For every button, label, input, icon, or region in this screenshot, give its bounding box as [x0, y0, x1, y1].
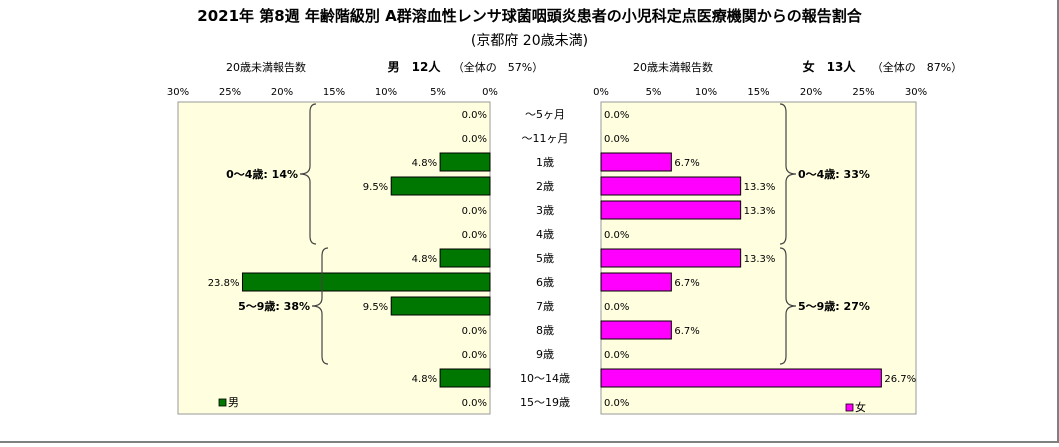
male-side-label: 20歳未満報告数 — [226, 61, 306, 74]
male-bar — [241, 272, 491, 292]
female-bar — [600, 368, 882, 388]
category-label: 15～19歳 — [520, 396, 570, 409]
male-bar — [390, 296, 491, 316]
male-legend-label: 男 — [228, 396, 239, 409]
female-data-label: 13.3% — [744, 254, 776, 265]
female-x-tick-label: 5% — [646, 87, 662, 98]
female-data-label: 6.7% — [674, 278, 699, 289]
category-label: ～11ヶ月 — [522, 132, 569, 145]
female-group-label: 0～4歳: 33% — [798, 167, 870, 181]
male-group-label: 0～4歳: 14% — [226, 167, 298, 181]
male-data-label: 0.0% — [462, 350, 487, 361]
female-x-tick-label: 25% — [852, 87, 874, 98]
male-plot-area — [177, 101, 491, 415]
female-data-label: 13.3% — [744, 206, 776, 217]
male-bar — [439, 248, 491, 268]
category-label: 8歳 — [536, 324, 554, 337]
female-legend-swatch — [845, 403, 854, 412]
male-bar — [390, 176, 491, 196]
female-bar — [600, 272, 672, 292]
male-data-label: 4.8% — [412, 374, 437, 385]
female-data-label: 0.0% — [604, 350, 629, 361]
male-data-label: 0.0% — [462, 230, 487, 241]
female-data-label: 26.7% — [884, 374, 916, 385]
frame-bottom-border — [0, 441, 1059, 443]
male-data-label: 0.0% — [462, 134, 487, 145]
category-label: 10～14歳 — [520, 372, 570, 385]
male-x-tick-label: 30% — [167, 87, 189, 98]
male-count-label: 男 12人 — [388, 59, 442, 74]
category-label: 1歳 — [536, 156, 554, 169]
female-data-label: 6.7% — [674, 326, 699, 337]
female-data-label: 0.0% — [604, 134, 629, 145]
category-label: 7歳 — [536, 300, 554, 313]
female-group-label: 5～9歳: 27% — [798, 299, 870, 313]
male-data-label: 0.0% — [462, 326, 487, 337]
male-group-brace — [311, 247, 329, 365]
female-x-tick-label: 0% — [593, 87, 609, 98]
female-count-label: 女 13人 — [803, 59, 857, 74]
male-data-label: 23.8% — [208, 278, 240, 289]
female-bar — [600, 248, 742, 268]
male-share-label: （全体の 57%） — [453, 60, 543, 74]
male-x-tick-label: 15% — [323, 87, 345, 98]
male-bar — [439, 368, 491, 388]
male-data-label: 9.5% — [363, 182, 388, 193]
male-data-label: 0.0% — [462, 110, 487, 121]
female-side-label: 20歳未満報告数 — [633, 61, 713, 74]
category-label: 6歳 — [536, 276, 554, 289]
female-bar — [600, 320, 672, 340]
male-x-tick-label: 0% — [482, 87, 498, 98]
frame-right-border — [1057, 0, 1059, 443]
male-data-label: 4.8% — [412, 158, 437, 169]
chart-subtitle: (京都府 20歳未満) — [471, 33, 588, 49]
female-bar — [600, 200, 742, 220]
category-label: 4歳 — [536, 228, 554, 241]
female-data-label: 0.0% — [604, 230, 629, 241]
category-label: 9歳 — [536, 348, 554, 361]
male-data-label: 0.0% — [462, 398, 487, 409]
male-data-label: 0.0% — [462, 206, 487, 217]
female-data-label: 0.0% — [604, 302, 629, 313]
category-label: ～5ヶ月 — [525, 108, 565, 121]
female-data-label: 13.3% — [744, 182, 776, 193]
female-x-tick-label: 10% — [695, 87, 717, 98]
male-legend-swatch — [218, 398, 227, 407]
female-x-tick-label: 15% — [747, 87, 769, 98]
male-x-tick-label: 25% — [219, 87, 241, 98]
female-data-label: 6.7% — [674, 158, 699, 169]
male-group-brace — [299, 103, 317, 245]
male-group-label: 5～9歳: 38% — [238, 299, 310, 313]
chart-title: 2021年 第8週 年齢階級別 A群溶血性レンサ球菌咽頭炎患者の小児科定点医療機… — [197, 7, 862, 25]
female-data-label: 0.0% — [604, 398, 629, 409]
category-label: 3歳 — [536, 204, 554, 217]
category-label: 5歳 — [536, 252, 554, 265]
category-label: 2歳 — [536, 180, 554, 193]
male-data-label: 9.5% — [363, 302, 388, 313]
female-group-brace — [779, 103, 797, 245]
male-x-tick-label: 20% — [271, 87, 293, 98]
female-x-tick-label: 30% — [905, 87, 927, 98]
male-bar — [439, 152, 491, 172]
female-x-tick-label: 20% — [800, 87, 822, 98]
female-data-label: 0.0% — [604, 110, 629, 121]
female-group-brace — [779, 247, 797, 365]
female-share-label: （全体の 87%） — [872, 60, 962, 74]
male-x-tick-label: 5% — [430, 87, 446, 98]
male-x-tick-label: 10% — [375, 87, 397, 98]
female-bar — [600, 152, 672, 172]
female-legend-label: 女 — [855, 400, 866, 414]
male-data-label: 4.8% — [412, 254, 437, 265]
female-bar — [600, 176, 742, 196]
